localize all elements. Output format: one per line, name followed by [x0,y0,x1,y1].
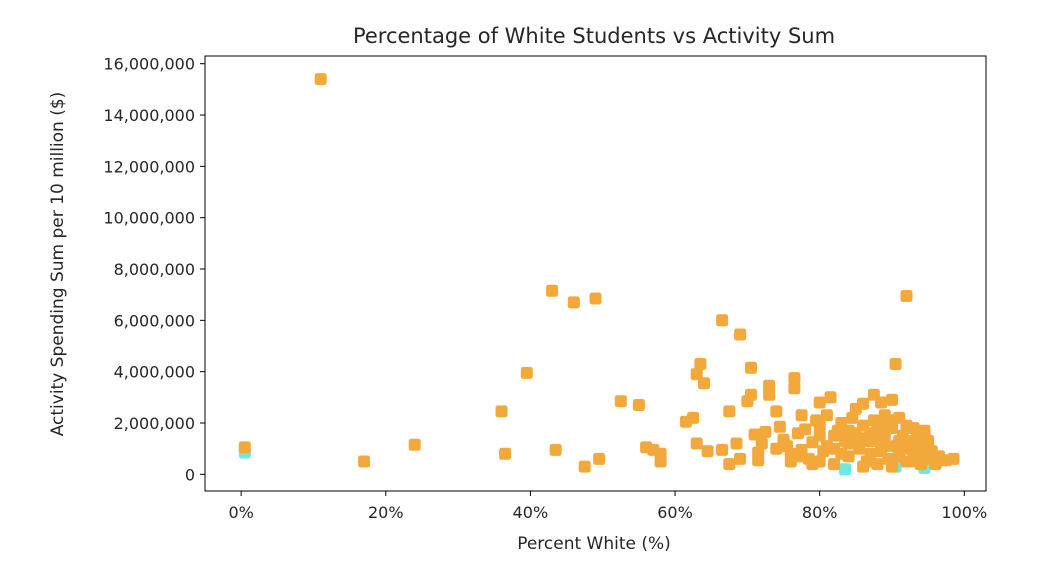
scatter-point-primary-111 [886,460,898,473]
scatter-point-primary-32 [734,452,747,465]
scatter-point-primary-10 [578,460,591,473]
scatter-point-primary-50 [795,409,808,422]
scatter-point-primary-89 [900,290,913,302]
scatter-point-primary-28 [723,405,736,418]
scatter-point-primary-103 [947,452,960,465]
x-tick-label: 100% [941,503,987,522]
y-tick-label: 4,000,000 [114,363,195,382]
scatter-point-primary-107 [857,460,870,473]
scatter-point-primary-8 [549,443,562,456]
scatter-point-primary-133 [922,435,935,447]
scatter-point-primary-126 [864,427,877,440]
scatter-point-primary-0 [238,441,251,454]
scatter-point-primary-4 [495,405,508,418]
scatter-point-primary-117 [835,447,848,460]
chart-title: Percentage of White Students vs Activity… [353,24,835,48]
x-axis: 0% 20% 40% 60% 80% 100% [228,491,987,522]
scatter-point-primary-21 [690,368,703,381]
scatter-point-primary-56 [813,396,826,409]
scatter-point-primary-105 [828,458,841,471]
scatter-point-primary-1 [314,73,327,86]
y-tick-label: 0 [185,465,195,484]
scatter-point-primary-2 [358,455,371,468]
scatter-point-primary-130 [813,419,826,432]
scatter-point-primary-123 [755,437,768,450]
scatter-point-primary-23 [690,437,703,450]
y-tick-label: 16,000,000 [103,55,195,74]
scatter-point-primary-125 [878,419,891,432]
scatter-point-primary-3 [408,438,421,451]
scatter-point-primary-6 [520,366,533,379]
scatter-point-primary-48 [788,382,801,395]
scatter-point-primary-24 [698,377,710,390]
y-tick-label: 8,000,000 [114,260,195,279]
scatter-point-primary-59 [820,409,833,422]
scatter-point-primary-41 [763,379,776,392]
scatter-point-primary-31 [734,328,747,341]
scatter-point-primary-122 [770,442,783,455]
scatter-point-primary-12 [593,452,606,465]
scatter-point-primary-128 [842,424,855,437]
scatter-point-primary-7 [546,284,559,297]
scatter-point-primary-13 [614,395,627,408]
markers-layer [238,73,960,476]
scatter-point-primary-129 [828,429,841,442]
scatter-point-primary-60 [824,391,837,404]
scatter-point-primary-14 [632,399,645,411]
scatter-point-primary-119 [806,458,819,471]
y-tick-label: 10,000,000 [103,209,195,228]
scatter-point-primary-97 [918,424,931,437]
scatter-point-primary-18 [654,455,667,468]
scatter-point-primary-42 [770,405,783,418]
plot-frame [204,55,987,492]
scatter-point-primary-29 [723,458,736,471]
scatter-point-primary-11 [589,292,602,305]
scatter-point-primary-134 [893,445,906,458]
scatter-point-primary-38 [752,454,765,467]
scatter-point-primary-108 [864,447,877,460]
scatter-point-primary-82 [886,393,898,406]
x-tick-label: 20% [368,503,404,522]
y-tick-label: 14,000,000 [103,106,195,125]
scatter-point-primary-84 [889,358,902,370]
y-axis-label: Activity Spending Sum per 10 million ($) [48,92,68,437]
scatter-point-primary-20 [687,411,700,424]
scatter-point-primary-26 [716,314,729,327]
scatter-point-primary-30 [730,437,743,450]
scatter-point-primary-135 [907,422,920,435]
scatter-point-primary-77 [875,396,888,409]
scatter-point-primary-35 [745,361,757,374]
scatter-point-primary-132 [914,458,927,471]
scatter-point-primary-109 [871,458,884,471]
scatter-point-primary-27 [716,443,729,456]
scatter-point-primary-75 [867,414,880,427]
scatter-point-primary-57 [813,429,826,442]
scatter-point-primary-52 [799,423,812,436]
scatter-point-primary-70 [857,397,870,410]
x-axis-label: Percent White (%) [517,534,671,554]
scatter-point-primary-5 [499,447,512,460]
y-tick-label: 2,000,000 [114,414,195,433]
scatter-point-secondary-1 [839,463,851,476]
scatter-point-primary-113 [900,455,913,468]
scatter-point-primary-25 [701,445,714,458]
scatter-point-primary-118 [820,440,833,453]
scatter-point-primary-47 [788,372,801,385]
x-tick-label: 60% [657,503,693,522]
scatter-point-primary-43 [773,420,786,433]
x-tick-label: 0% [228,503,253,522]
y-axis: 0 2,000,000 4,000,000 6,000,000 8,000,000 10,… [103,55,205,484]
y-tick-label: 12,000,000 [103,157,195,176]
y-tick-label: 6,000,000 [114,311,195,330]
x-tick-label: 80% [802,503,838,522]
scatter-point-primary-22 [694,358,707,370]
x-tick-label: 40% [513,503,549,522]
scatter-point-primary-9 [567,296,580,309]
scatter-point-primary-34 [745,388,757,401]
scatter-point-primary-121 [784,455,797,468]
scatter-point-primary-127 [849,437,862,450]
scatter-point-primary-36 [748,428,761,441]
scatter-point-primary-39 [759,426,772,438]
